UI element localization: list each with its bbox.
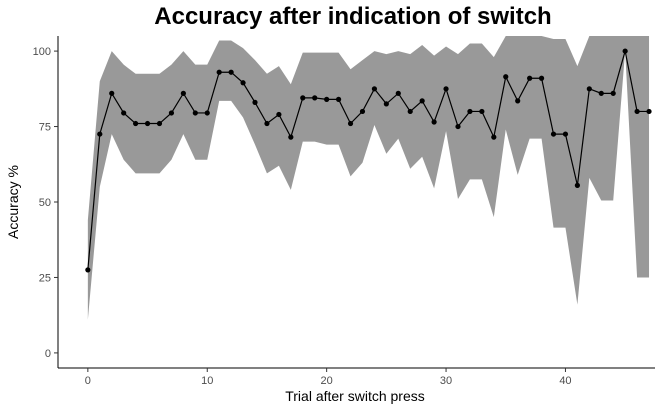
data-point [133, 120, 139, 127]
data-point [598, 90, 604, 96]
data-point [646, 108, 652, 115]
data-point [168, 110, 175, 116]
data-point [479, 108, 485, 115]
data-point [335, 96, 342, 102]
data-point [347, 120, 354, 127]
data-point [491, 134, 497, 140]
data-point [550, 131, 557, 137]
x-tick-label: 30 [440, 375, 452, 387]
data-point [324, 96, 330, 102]
data-point [144, 120, 151, 127]
data-point [228, 69, 234, 75]
data-point [288, 134, 294, 140]
data-point [204, 110, 210, 116]
data-point [574, 182, 580, 188]
y-tick-label: 0 [45, 348, 51, 360]
data-point [622, 48, 628, 54]
x-tick-label: 0 [85, 375, 91, 387]
data-point [467, 108, 473, 115]
data-point [538, 75, 545, 81]
x-axis-label: Trial after switch press [285, 388, 425, 404]
data-point [562, 131, 569, 137]
data-point [276, 111, 282, 118]
data-point [252, 99, 258, 105]
chart-title: Accuracy after indication of switch [154, 3, 551, 30]
data-point [586, 86, 592, 92]
data-point [419, 98, 425, 104]
data-point [431, 119, 437, 125]
x-tick-label: 20 [321, 375, 333, 387]
data-point [395, 90, 401, 96]
x-tick-label: 10 [201, 375, 213, 387]
data-point [515, 98, 521, 104]
data-point [216, 69, 222, 75]
data-point [359, 108, 366, 115]
data-point [407, 108, 413, 115]
y-tick-label: 25 [39, 272, 51, 284]
data-point [455, 123, 461, 130]
data-point [264, 120, 270, 127]
y-tick-label: 50 [39, 197, 51, 209]
data-point [527, 75, 533, 81]
data-point [383, 101, 389, 107]
data-point [156, 120, 163, 127]
data-point [503, 74, 509, 80]
data-point [312, 95, 318, 101]
confidence-ribbon [87, 36, 650, 320]
axes: 0 25 50 75 100 0 10 20 30 40 [33, 36, 655, 387]
data-point [300, 95, 306, 101]
data-point [85, 267, 91, 273]
plot-clip-group [85, 36, 652, 320]
data-point [443, 86, 449, 92]
x-tick-label: 40 [559, 375, 571, 387]
data-point [97, 131, 103, 137]
data-point [610, 90, 616, 96]
data-point [109, 90, 115, 96]
data-point [634, 108, 640, 115]
y-tick-label: 100 [33, 46, 51, 58]
data-point [240, 80, 246, 86]
data-point [121, 110, 127, 116]
y-tick-label: 75 [39, 122, 51, 134]
plot-area [85, 36, 652, 320]
y-axis-label: Accuracy % [5, 165, 21, 239]
data-point [371, 86, 378, 92]
data-point [192, 110, 198, 116]
data-point [180, 90, 186, 96]
